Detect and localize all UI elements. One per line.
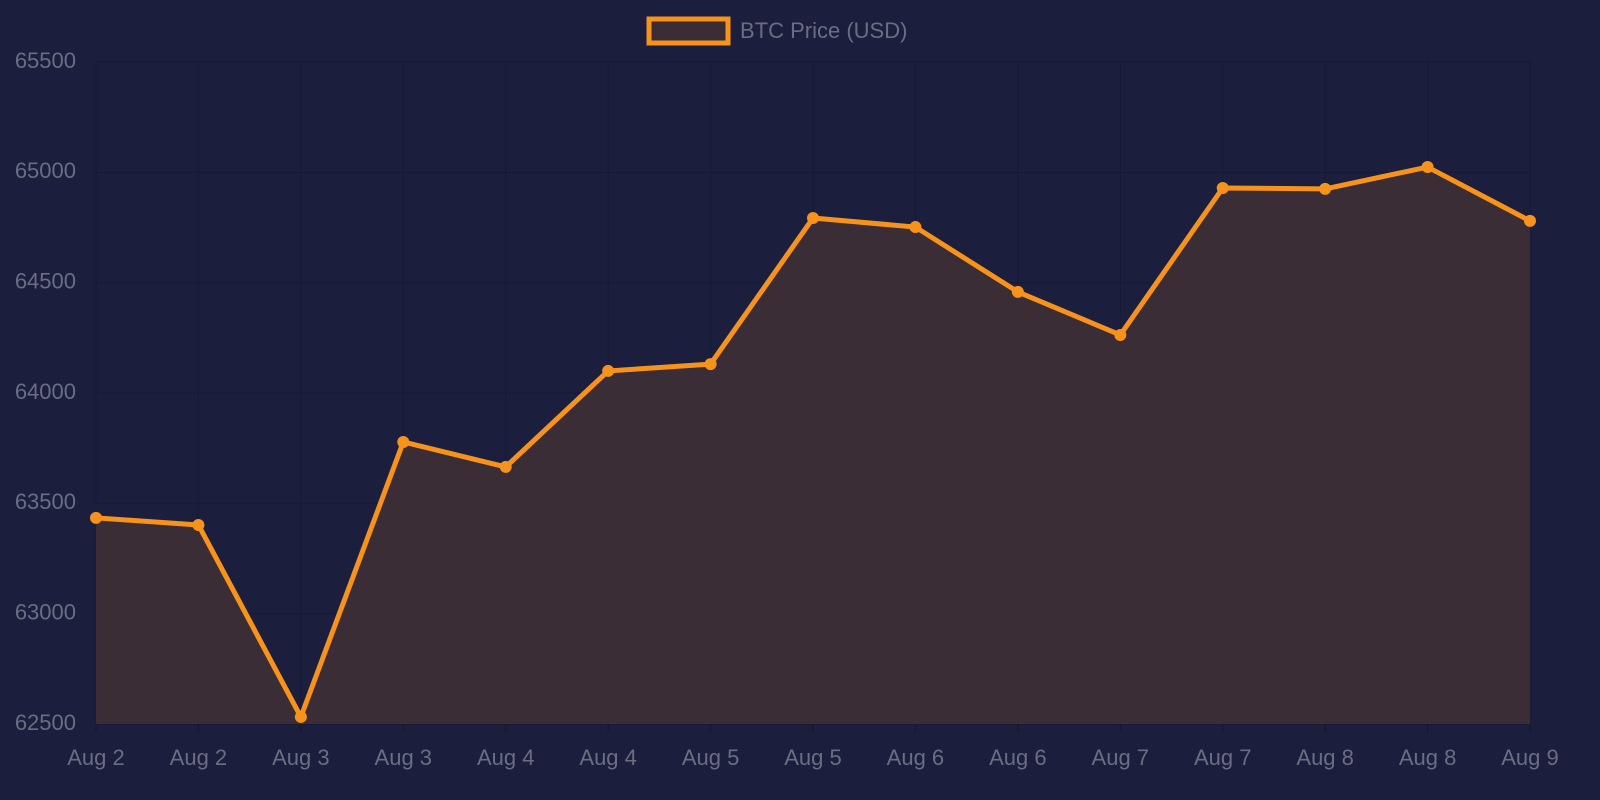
point (602, 364, 615, 377)
area (96, 167, 1530, 724)
x-tick-label: Aug 5 (784, 745, 842, 770)
point (1524, 214, 1536, 227)
x-tick-label: Aug 6 (887, 745, 945, 770)
point (192, 518, 205, 531)
point (294, 710, 307, 723)
y-tick-label: 64500 (15, 268, 76, 293)
point (909, 221, 922, 234)
x-tick-label: Aug 7 (1092, 745, 1150, 770)
x-tick-label: Aug 9 (1501, 745, 1559, 770)
point (499, 460, 512, 473)
y-tick-label: 65000 (15, 158, 76, 183)
y-tick-label: 63500 (15, 489, 76, 514)
x-tick-label: Aug 2 (67, 745, 125, 770)
point (1011, 285, 1024, 298)
y-tick-label: 64000 (15, 379, 76, 404)
y-tick-label: 62500 (15, 710, 76, 735)
x-tick-label: Aug 8 (1296, 745, 1354, 770)
x-tick-label: Aug 8 (1399, 745, 1457, 770)
x-tick-label: Aug 3 (375, 745, 433, 770)
x-tick-label: Aug 4 (477, 745, 535, 770)
point (1319, 182, 1332, 195)
x-tick-label: Aug 3 (272, 745, 330, 770)
point (1421, 161, 1434, 174)
point (1216, 182, 1229, 195)
legend-label: BTC Price (USD) (740, 18, 907, 43)
x-tick-label: Aug 7 (1194, 745, 1252, 770)
x-tick-label: Aug 5 (682, 745, 740, 770)
point (90, 511, 102, 524)
point (397, 435, 410, 448)
x-tick-label: Aug 2 (170, 745, 228, 770)
y-tick-label: 63000 (15, 599, 76, 624)
point (807, 212, 819, 225)
y-tick-label: 65500 (15, 48, 76, 73)
point (704, 358, 717, 371)
x-tick-label: Aug 6 (989, 745, 1047, 770)
point (1114, 328, 1127, 341)
x-tick-label: Aug 4 (579, 745, 637, 770)
legend-swatch (646, 16, 731, 46)
